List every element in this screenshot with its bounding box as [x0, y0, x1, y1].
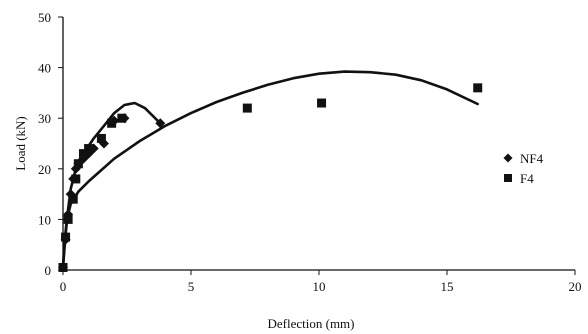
- legend-label-nf4: NF4: [520, 151, 544, 166]
- x-tick-label: 20: [569, 279, 582, 294]
- plot-area: [58, 70, 483, 273]
- legend-marker-nf4: [503, 153, 513, 163]
- data-point-f4: [84, 144, 94, 154]
- fit-curve-nf4: [61, 101, 162, 269]
- data-point-f4: [63, 214, 73, 224]
- data-point-f4: [61, 232, 71, 242]
- x-tick-label: 5: [188, 279, 195, 294]
- legend-label-f4: F4: [520, 171, 534, 186]
- data-point-f4: [96, 133, 106, 143]
- legend-marker-f4: [504, 174, 512, 182]
- axes: 0 5 10 15 20 0 10 20 30 40 50 Deflection (mm) Load (…: [13, 10, 582, 331]
- data-point-f4: [73, 159, 83, 169]
- y-tick-label: 10: [38, 212, 51, 227]
- data-point-f4: [117, 113, 127, 123]
- y-tick-label: 30: [38, 111, 51, 126]
- y-tick-label: 40: [38, 61, 51, 76]
- data-point-f4: [71, 174, 81, 184]
- data-point-f4: [107, 118, 117, 128]
- x-tick-label: 15: [441, 279, 454, 294]
- y-tick-label: 50: [38, 10, 51, 25]
- x-tick-label: 0: [60, 279, 67, 294]
- y-axis-title: Load (kN): [13, 116, 28, 171]
- y-tick-label: 20: [38, 162, 51, 177]
- y-tick-label: 0: [45, 263, 52, 278]
- data-point-f4: [242, 103, 252, 113]
- data-point-f4: [317, 98, 327, 108]
- x-tick-label: 10: [313, 279, 326, 294]
- data-point-f4: [78, 149, 88, 159]
- data-point-f4: [68, 194, 78, 204]
- data-point-f4: [473, 83, 483, 93]
- x-axis-title: Deflection (mm): [268, 316, 355, 331]
- data-point-nf4: [155, 118, 166, 129]
- fit-curve-f4: [61, 70, 479, 269]
